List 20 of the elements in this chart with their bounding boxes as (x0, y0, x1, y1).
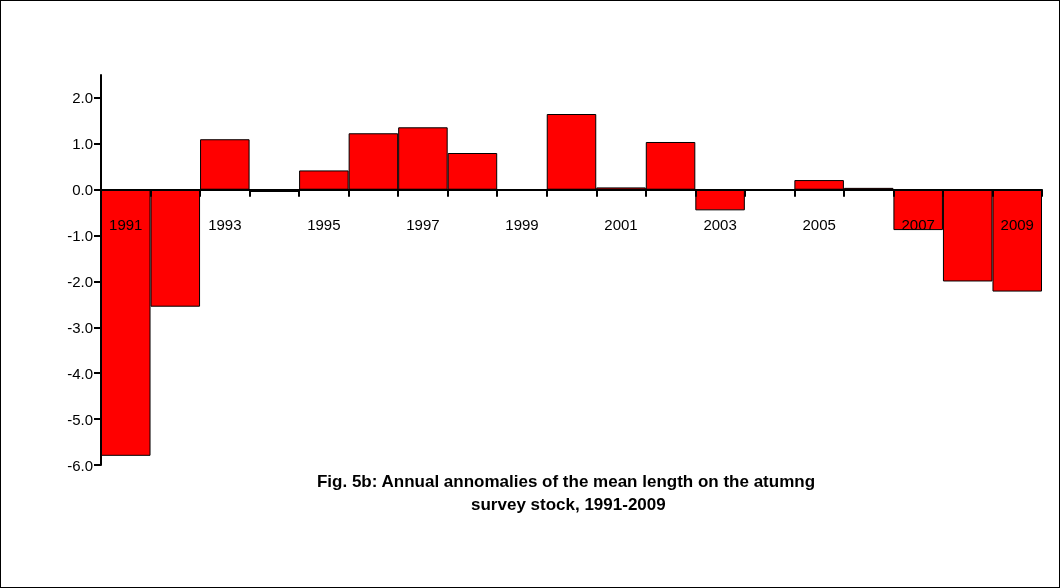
x-tick-label: 1999 (505, 215, 539, 233)
y-tick-label: -2.0 (67, 272, 93, 290)
y-tick-label: -5.0 (67, 410, 93, 428)
x-tick-label: 1991 (109, 215, 143, 233)
text: Fig. 5b: Annual annomalies of the mean length on the atumng survey stock, 1991-2009 (316, 472, 816, 514)
x-tick-label: 1993 (208, 215, 242, 233)
y-tick-label: 2.0 (72, 89, 93, 107)
y-tick-label: -4.0 (67, 364, 93, 382)
y-tick-label: -6.0 (67, 456, 93, 474)
y-tick-label: 0.0 (72, 181, 93, 199)
x-tick-label: 2001 (604, 215, 638, 233)
x-tick-label: 2009 (1000, 215, 1034, 233)
x-tick-label: 1997 (406, 215, 440, 233)
y-tick-label: -1.0 (67, 227, 93, 245)
y-tick-label: 1.0 (72, 135, 93, 153)
x-tick-label: 2003 (703, 215, 737, 233)
x-tick-label: 2005 (802, 215, 836, 233)
x-tick-label: 2007 (901, 215, 935, 233)
y-tick-label: -3.0 (67, 318, 93, 336)
x-tick-label: 1995 (307, 215, 341, 233)
